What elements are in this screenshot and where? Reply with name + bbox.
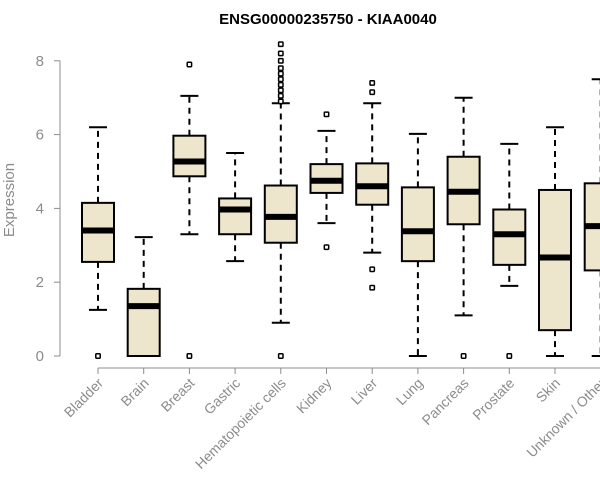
box-skin <box>538 126 572 357</box>
y-tick-label: 8 <box>36 53 44 70</box>
box-gastric <box>218 152 253 263</box>
outlier-point <box>186 61 193 68</box>
box-hematopoietic-cells <box>263 41 298 359</box>
outlier-point <box>323 244 330 251</box>
outlier-point <box>369 79 376 86</box>
x-tick-label: Prostate <box>469 375 517 423</box>
y-tick-label: 0 <box>36 348 44 365</box>
y-tick-label: 4 <box>36 200 44 217</box>
iqr-box <box>218 197 253 236</box>
x-tick-label: Brain <box>117 375 151 409</box>
x-tick-label: Pancreas <box>419 375 472 428</box>
outlier-point <box>95 353 101 359</box>
outlier-point <box>277 353 284 359</box>
box-pancreas <box>446 96 481 359</box>
outlier-point <box>277 57 284 64</box>
y-axis-label: Expression <box>1 163 18 237</box>
x-tick-label: Hematopoietic cells <box>192 375 289 472</box>
outlier-point <box>506 353 513 359</box>
outlier-point <box>369 266 376 273</box>
x-tick-label: Gastric <box>201 375 244 418</box>
x-tick-label: Skin <box>533 375 564 406</box>
iqr-box <box>400 186 435 263</box>
box-lung <box>400 132 435 357</box>
y-axis: 0 2 4 6 8 <box>36 53 61 365</box>
outlier-point <box>460 353 467 359</box>
box-kidney <box>309 111 344 251</box>
y-tick-label: 2 <box>36 274 44 291</box>
x-tick-label: Breast <box>158 375 198 415</box>
outlier-point <box>277 65 284 72</box>
outlier-point <box>277 70 284 77</box>
outlier-point <box>186 353 193 359</box>
box-liver <box>355 79 390 291</box>
box-unknown-other <box>583 78 600 357</box>
outlier-point <box>277 92 284 99</box>
x-tick-label: Kidney <box>293 375 335 417</box>
chart-title: ENSG00000235750 - KIAA0040 <box>219 11 437 28</box>
x-tick-label: Lung <box>393 375 426 408</box>
outlier-point <box>323 111 330 118</box>
box-bladder <box>81 126 115 359</box>
plot-area <box>81 41 600 359</box>
outlier-point <box>277 98 284 105</box>
box-prostate <box>492 142 527 359</box>
x-tick-label: Bladder <box>61 375 107 421</box>
outlier-point <box>277 41 284 48</box>
outlier-point <box>369 284 376 291</box>
outlier-point <box>277 81 284 88</box>
y-tick-label: 6 <box>36 127 44 144</box>
outlier-point <box>277 87 284 94</box>
box-breast <box>172 61 207 359</box>
iqr-box <box>172 134 207 178</box>
iqr-box <box>126 287 161 358</box>
outlier-point <box>277 76 284 83</box>
outlier-point <box>277 50 284 57</box>
box-brain <box>126 236 161 358</box>
outlier-point <box>369 89 376 96</box>
x-tick-label: Liver <box>348 375 381 408</box>
